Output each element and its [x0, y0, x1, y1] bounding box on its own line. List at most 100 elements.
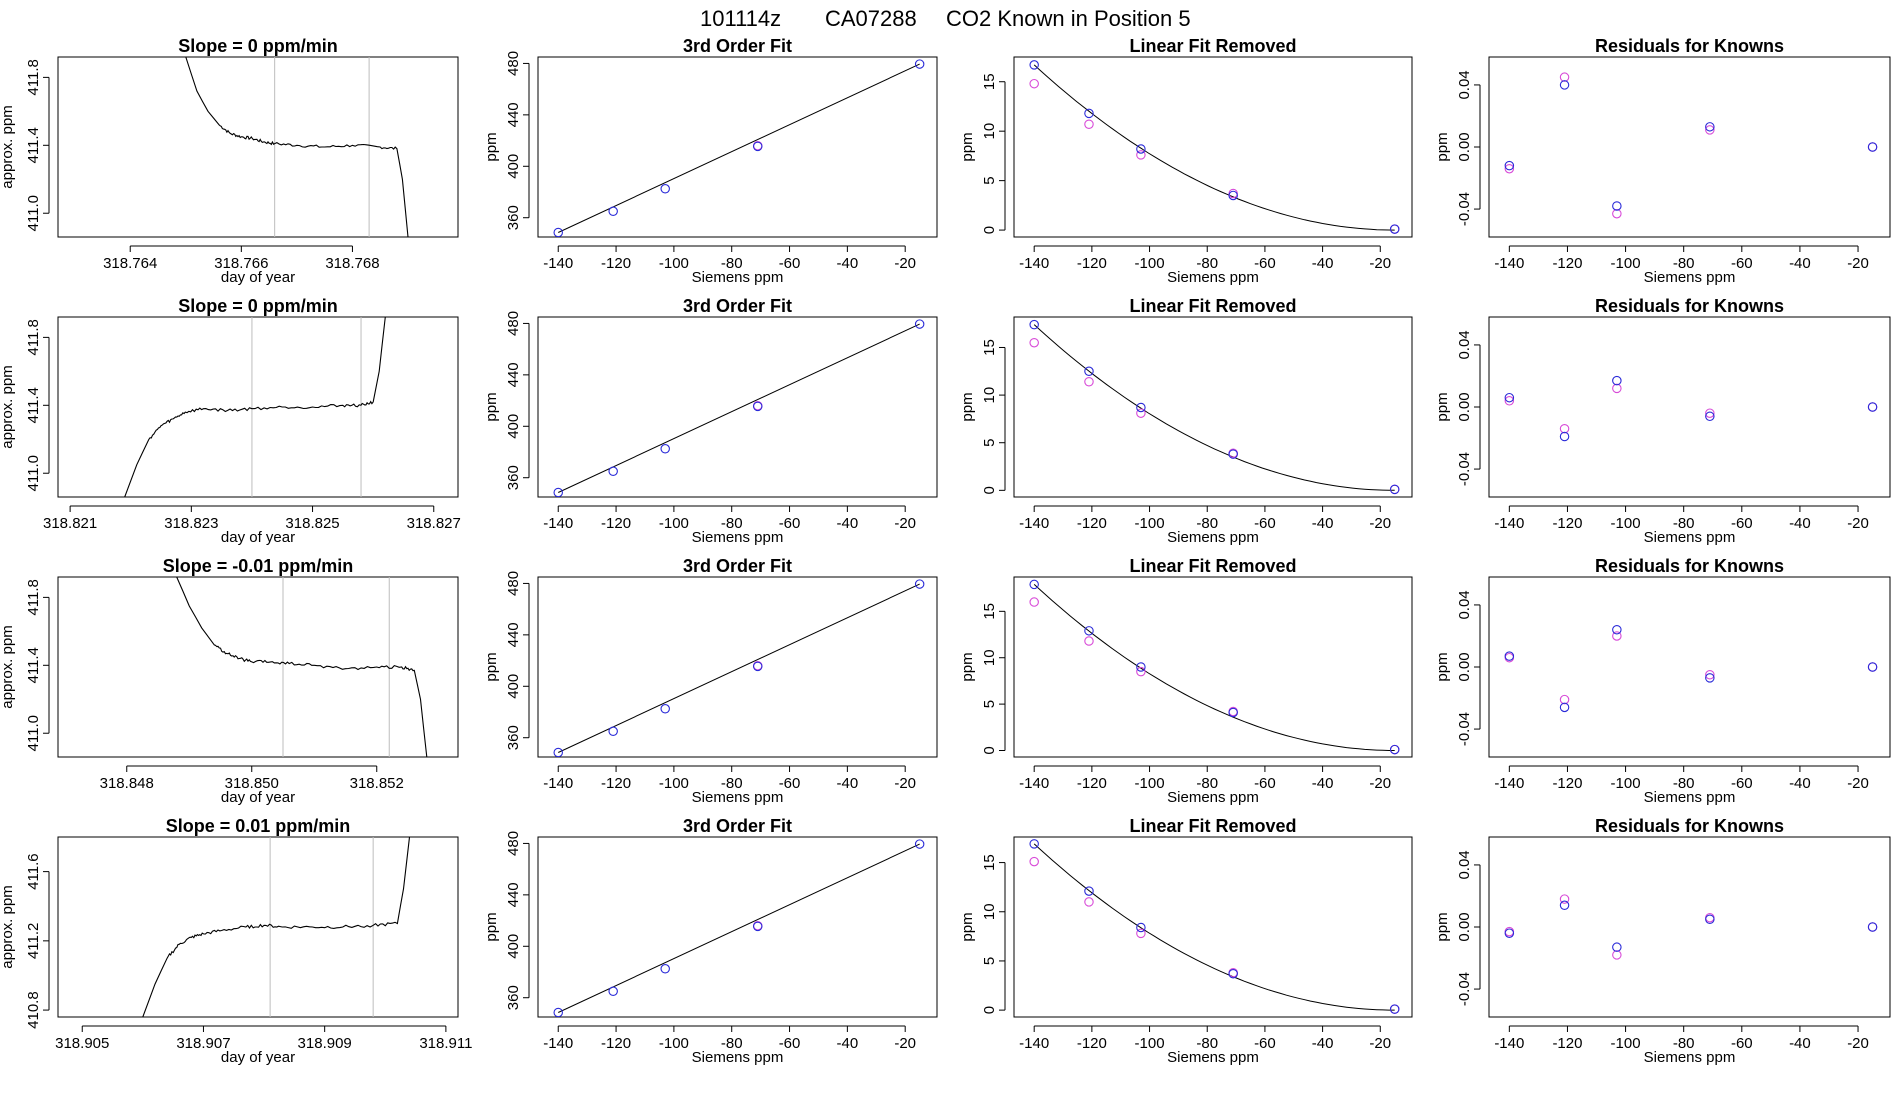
panel-title: Linear Fit Removed [1129, 296, 1296, 316]
panel-r3-c1: Slope = -0.01 ppm/min 318.848 318.850 318.8… [0, 556, 459, 806]
x-tick-label: -140 [543, 1035, 573, 1052]
x-axis-label: Siemens ppm [692, 1049, 784, 1066]
x-tick-label: -80 [721, 1035, 743, 1052]
fit-curve [1033, 324, 1395, 491]
plot-area [553, 59, 925, 237]
y-tick-label: -0.04 [1456, 452, 1473, 486]
data-point [1504, 163, 1515, 174]
panel-title: Linear Fit Removed [1129, 36, 1296, 56]
y-tick-label: 440 [505, 882, 522, 907]
data-point [914, 59, 925, 69]
panel-r4-c1: Slope = 0.01 ppm/min 318.905 318.907 318.90… [0, 816, 472, 1066]
x-tick-label: -100 [659, 775, 689, 792]
x-tick-label: -100 [1135, 1035, 1165, 1052]
data-point [1867, 402, 1878, 412]
y-tick-label: 411.8 [25, 59, 42, 95]
data-point [553, 487, 563, 497]
data-point [1029, 78, 1039, 89]
x-tick-label: 318.907 [176, 1035, 230, 1052]
x-tick-label: -40 [1789, 255, 1811, 272]
x-tick-label: -40 [1789, 1035, 1811, 1052]
y-axis-label: ppm [483, 392, 500, 421]
data-point [1136, 408, 1146, 418]
panel-title: Linear Fit Removed [1129, 816, 1296, 836]
y-tick-label: 15 [981, 339, 998, 356]
x-tick-label: -120 [1077, 515, 1107, 532]
y-tick-label: 360 [505, 985, 522, 1010]
x-tick-label: -80 [1673, 255, 1695, 272]
main-title-description: CO2 Known in Position 5 [946, 6, 1191, 31]
y-tick-label: 360 [505, 465, 522, 490]
x-axis-label: day of year [221, 1049, 295, 1066]
x-tick-label: -140 [1494, 775, 1524, 792]
x-tick-label: -120 [601, 1035, 631, 1052]
y-axis-label: ppm [959, 132, 976, 161]
x-tick-label: -80 [1196, 255, 1218, 272]
x-tick-label: -20 [1847, 775, 1869, 792]
x-axis-label: Siemens ppm [692, 529, 784, 546]
data-point [1389, 744, 1400, 755]
y-tick-label: 411.0 [25, 715, 42, 751]
panel-title: 3rd Order Fit [683, 816, 792, 836]
data-point [1559, 694, 1570, 705]
main-title-tank: CA07288 [825, 6, 917, 31]
y-axis-label: approx. ppm [0, 105, 16, 188]
plot-area [1029, 579, 1400, 755]
x-tick-label: 318.823 [164, 515, 218, 532]
x-tick-label: -60 [1254, 515, 1276, 532]
x-tick-label: -80 [1673, 515, 1695, 532]
x-axis-label: Siemens ppm [1644, 529, 1736, 546]
y-tick-label: 400 [505, 934, 522, 959]
panel-r3-c2: 3rd Order Fit -140 -120 -100 -80 -60 -40 -20 Sie… [483, 556, 938, 806]
plot-area [553, 839, 925, 1017]
y-tick-label: 360 [505, 725, 522, 750]
y-axis-label: ppm [959, 912, 976, 941]
data-point [1389, 1004, 1400, 1014]
x-tick-label: -20 [1369, 775, 1391, 792]
data-point [914, 579, 925, 589]
data-point [1504, 392, 1515, 403]
x-tick-label: -140 [1019, 1035, 1049, 1052]
panel-r1-c3: Linear Fit Removed -140 -120 -100 -80 -60 -40 -… [959, 36, 1413, 286]
data-point [1084, 366, 1094, 377]
x-tick-label: -40 [1789, 515, 1811, 532]
plot-area [1504, 894, 1878, 960]
data-point [1559, 431, 1570, 442]
x-tick-label: -120 [1077, 1035, 1107, 1052]
x-axis-label: Siemens ppm [692, 789, 784, 806]
x-axis-label: Siemens ppm [692, 269, 784, 286]
plot-frame [537, 316, 938, 498]
y-tick-label: 10 [981, 387, 998, 404]
x-tick-label: -120 [601, 515, 631, 532]
data-point [1136, 402, 1146, 413]
y-tick-label: 10 [981, 649, 998, 666]
x-axis-label: Siemens ppm [1167, 529, 1259, 546]
data-point [914, 839, 925, 849]
data-point [1705, 670, 1715, 680]
y-tick-label: -0.04 [1456, 712, 1473, 746]
y-axis-label: approx. ppm [0, 365, 16, 448]
ppm-trace [124, 317, 386, 497]
data-point [1084, 897, 1094, 907]
plot-area [553, 319, 925, 497]
x-tick-label: -60 [1254, 775, 1276, 792]
plot-area [185, 57, 409, 237]
plot-area [1504, 375, 1878, 442]
x-tick-label: -60 [1731, 775, 1753, 792]
data-point [914, 319, 925, 329]
y-tick-label: 480 [505, 311, 522, 336]
y-axis-label: approx. ppm [0, 885, 16, 968]
y-axis-label: ppm [483, 652, 500, 681]
plot-frame [1488, 836, 1891, 1018]
plot-frame [537, 836, 938, 1018]
data-point [1705, 914, 1715, 924]
y-axis-label: ppm [1434, 912, 1451, 941]
x-tick-label: -60 [779, 515, 801, 532]
x-axis-label: Siemens ppm [1644, 269, 1736, 286]
y-tick-label: 0.00 [1456, 132, 1473, 161]
ppm-trace [176, 577, 428, 757]
x-tick-label: -120 [1077, 255, 1107, 272]
data-point [1559, 72, 1570, 82]
plot-frame [57, 316, 459, 498]
data-point [553, 227, 563, 237]
